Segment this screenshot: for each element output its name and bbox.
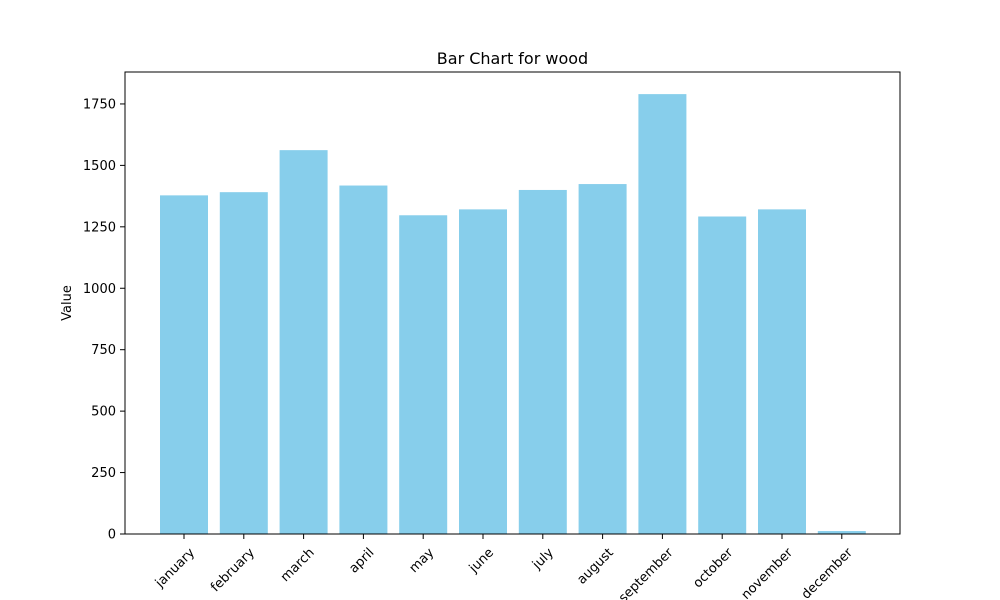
bar-june bbox=[459, 209, 507, 534]
x-tick-label-march: march bbox=[278, 545, 318, 585]
x-tick-label-june: june bbox=[466, 545, 497, 576]
bar-december bbox=[817, 531, 866, 534]
x-axis: january february march april may june july augu… bbox=[152, 534, 856, 600]
y-tick-label: 750 bbox=[91, 343, 116, 358]
y-axis: 0 250 500 750 1000 1250 1500 1750 bbox=[83, 97, 125, 543]
chart-title: Bar Chart for wood bbox=[437, 49, 588, 68]
bar-july bbox=[518, 189, 567, 534]
x-tick-label-october: october bbox=[690, 545, 736, 591]
y-tick-label: 250 bbox=[91, 466, 116, 481]
x-tick-label-may: may bbox=[407, 545, 438, 576]
x-tick-label-april: april bbox=[346, 545, 377, 576]
y-tick-label: 0 bbox=[108, 528, 116, 543]
bar-march bbox=[279, 150, 328, 535]
bar-october bbox=[698, 216, 747, 535]
bars-group bbox=[160, 94, 866, 535]
x-tick-label-september: september bbox=[616, 545, 677, 600]
x-tick-label-july: july bbox=[529, 545, 557, 573]
x-tick-label-august: august bbox=[575, 545, 617, 587]
bar-september bbox=[638, 94, 687, 535]
y-axis-label: Value bbox=[60, 285, 75, 321]
bar-may bbox=[399, 215, 448, 534]
plot-frame bbox=[124, 71, 901, 535]
bar-february bbox=[219, 192, 268, 535]
y-tick-label: 1500 bbox=[83, 159, 116, 174]
bar-april bbox=[339, 185, 388, 534]
y-tick-label: 1250 bbox=[83, 220, 116, 235]
x-tick-label-january: january bbox=[152, 545, 198, 591]
bar-august bbox=[578, 184, 627, 534]
bar-november bbox=[758, 209, 806, 534]
y-tick-label: 1750 bbox=[83, 97, 116, 112]
y-tick-label: 1000 bbox=[83, 282, 116, 297]
x-tick-label-november: november bbox=[739, 545, 797, 600]
y-tick-label: 500 bbox=[91, 405, 116, 420]
x-tick-label-february: february bbox=[208, 545, 258, 595]
bar-january bbox=[160, 195, 208, 534]
x-tick-label-december: december bbox=[799, 545, 856, 600]
